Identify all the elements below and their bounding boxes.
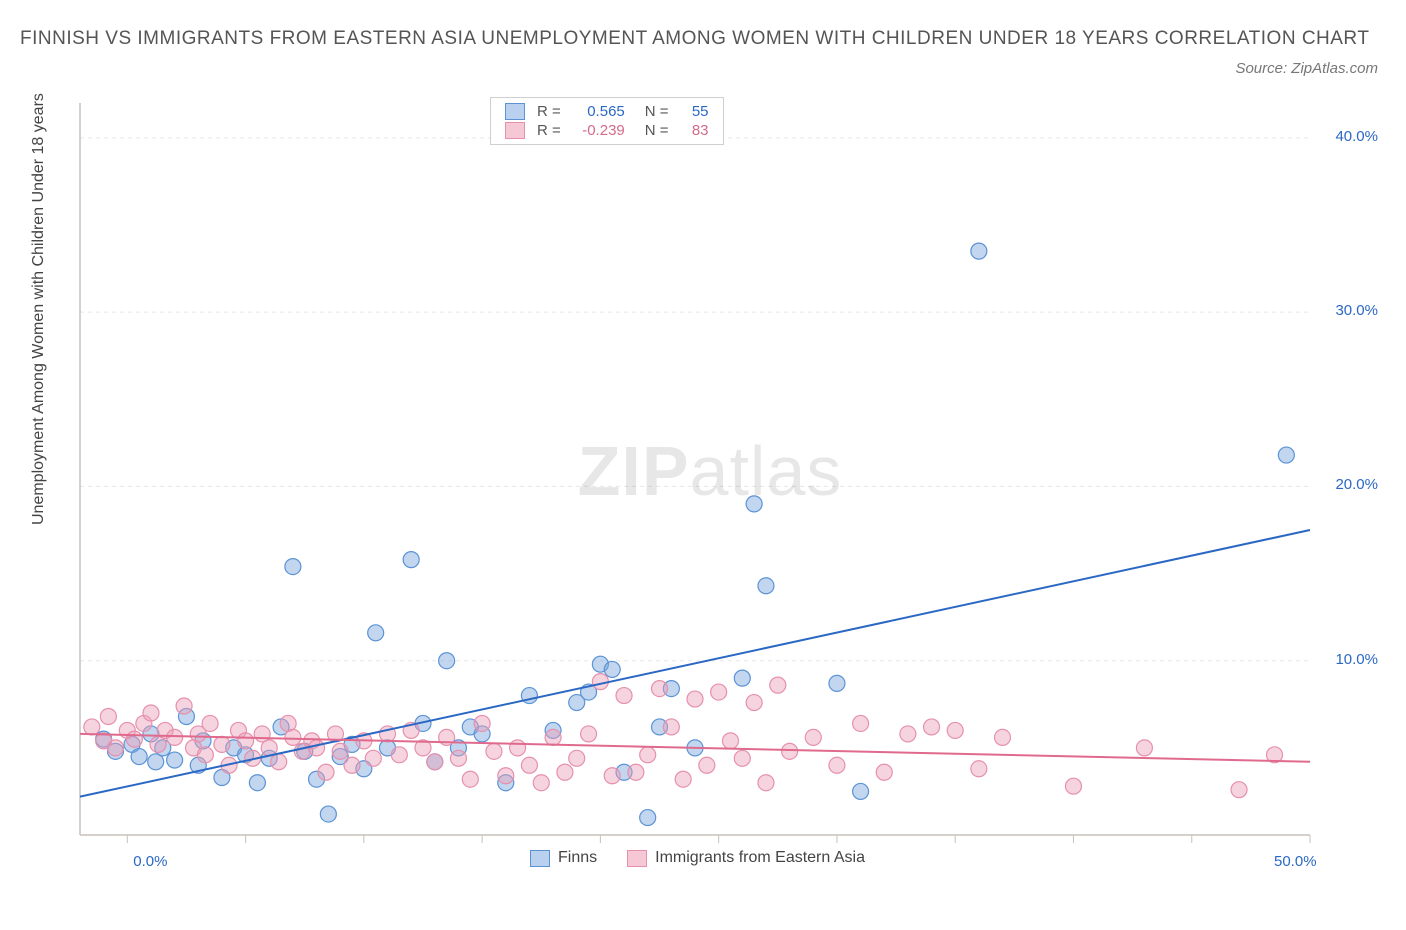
legend-item: Finns (530, 849, 597, 867)
r-value: -0.239 (569, 122, 625, 139)
stat-row: R = -0.239 N = 83 (491, 121, 723, 140)
x-tick-label: 0.0% (133, 853, 167, 870)
y-tick-label: 20.0% (1318, 476, 1378, 493)
x-tick-label: 50.0% (1274, 853, 1317, 870)
source-note: Source: ZipAtlas.com (1235, 60, 1378, 77)
n-value: 55 (677, 103, 709, 120)
r-label: R = (537, 122, 561, 139)
r-label: R = (537, 103, 561, 120)
legend-label: Immigrants from Eastern Asia (655, 849, 865, 867)
scatter-plot (40, 95, 1380, 895)
chart-title: FINNISH VS IMMIGRANTS FROM EASTERN ASIA … (20, 24, 1386, 54)
series-swatch (627, 850, 647, 867)
y-tick-label: 10.0% (1318, 651, 1378, 668)
series-swatch (530, 850, 550, 867)
legend: Finns Immigrants from Eastern Asia (530, 849, 865, 867)
correlation-stats-box: R = 0.565 N = 55 R = -0.239 N = 83 (490, 97, 724, 145)
series-swatch (505, 103, 525, 120)
stat-row: R = 0.565 N = 55 (491, 102, 723, 121)
y-axis-label: Unemployment Among Women with Children U… (30, 93, 48, 525)
legend-label: Finns (558, 849, 597, 867)
series-swatch (505, 122, 525, 139)
n-label: N = (645, 122, 669, 139)
chart-area: Unemployment Among Women with Children U… (40, 95, 1380, 895)
n-value: 83 (677, 122, 709, 139)
r-value: 0.565 (569, 103, 625, 120)
y-tick-label: 40.0% (1318, 128, 1378, 145)
y-tick-label: 30.0% (1318, 302, 1378, 319)
n-label: N = (645, 103, 669, 120)
legend-item: Immigrants from Eastern Asia (627, 849, 865, 867)
